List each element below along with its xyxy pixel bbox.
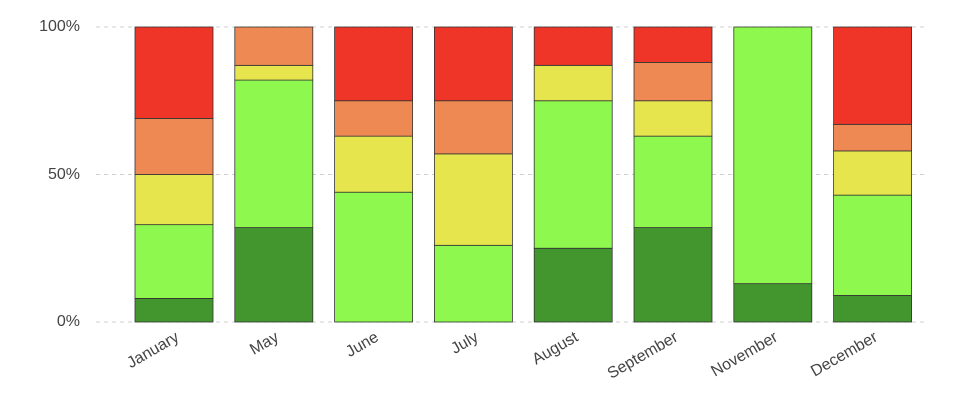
bar-segment-january-3 [134, 118, 214, 175]
x-tick-label-august: August [530, 328, 582, 368]
bar-segment-may-3 [234, 26, 314, 66]
bar-segment-november-0 [733, 283, 813, 323]
bar-segment-january-0 [134, 297, 214, 323]
bar-segment-december-1 [833, 194, 912, 296]
y-tick-label-50: 50% [48, 166, 80, 183]
y-tick-label-100: 100% [39, 18, 80, 35]
bar-december [833, 26, 912, 323]
bar-segment-august-0 [533, 247, 613, 323]
bar-segment-may-2 [234, 64, 314, 81]
x-tick-label-november: November [708, 328, 781, 380]
y-axis-ticks: 0% 50% 100% [39, 18, 80, 330]
bar-segment-august-2 [533, 64, 613, 102]
bar-segment-december-3 [833, 123, 912, 152]
x-tick-label-june: June [343, 329, 382, 361]
bar-segment-september-0 [633, 227, 713, 323]
bar-segment-may-0 [234, 227, 314, 323]
x-tick-label-may: May [247, 329, 282, 359]
bar-july [433, 26, 513, 323]
bar-segment-september-3 [633, 62, 713, 102]
x-axis-labels: January May June July August September Novembe… [124, 328, 881, 382]
bar-segment-january-4 [134, 26, 214, 119]
bar-september [633, 26, 713, 323]
bar-segment-july-3 [433, 100, 513, 155]
bar-segment-december-2 [833, 150, 912, 196]
bar-segment-may-1 [234, 79, 314, 228]
bar-segment-july-1 [433, 244, 513, 323]
bar-segment-june-2 [334, 135, 414, 193]
bar-january [134, 26, 214, 323]
bar-august [533, 26, 613, 323]
x-tick-label-september: September [605, 328, 682, 382]
bar-segment-september-2 [633, 100, 713, 137]
bar-segment-august-4 [533, 26, 613, 66]
bar-segment-december-0 [833, 295, 912, 323]
bar-segment-september-4 [633, 26, 713, 63]
bar-november [733, 26, 813, 323]
bar-segment-june-3 [334, 100, 414, 137]
bar-segment-january-2 [134, 174, 214, 226]
bar-segment-september-1 [633, 135, 713, 228]
bar-june [334, 26, 414, 323]
bar-may [234, 26, 314, 323]
bar-segment-june-1 [334, 191, 414, 323]
y-tick-label-0: 0% [57, 313, 80, 330]
bar-segment-august-1 [533, 100, 613, 249]
bar-segment-july-4 [433, 26, 513, 102]
bars [134, 26, 912, 323]
x-tick-label-july: July [448, 329, 481, 358]
x-tick-label-january: January [124, 329, 182, 372]
bar-segment-january-1 [134, 224, 214, 299]
bar-segment-july-2 [433, 153, 513, 246]
bar-segment-june-4 [334, 26, 414, 102]
x-tick-label-december: December [808, 328, 881, 380]
bar-segment-december-4 [833, 26, 912, 125]
bar-segment-november-1 [733, 26, 813, 285]
